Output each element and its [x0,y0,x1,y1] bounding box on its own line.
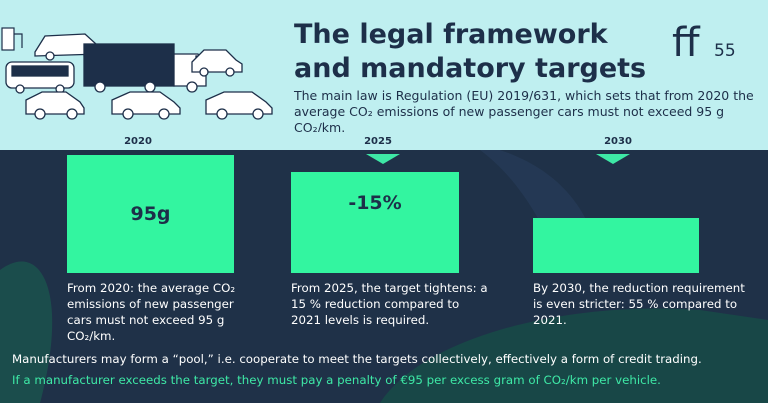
car-icon [25,91,85,120]
page-subtitle: The main law is Regulation (EU) 2019/631… [294,88,754,135]
year-label-2030: 2030 [604,136,632,147]
bar-2020: 95g [67,155,234,273]
car-icon [111,91,181,120]
ff55-logo: ff 55 [672,20,736,66]
bar-label-2025: -15% [348,191,402,214]
marker-2030-icon [596,154,630,164]
year-label-2025: 2025 [364,136,392,147]
svg-text:55: 55 [714,41,736,61]
car-icon [191,49,243,77]
year-label-2020: 2020 [124,136,152,147]
svg-text:ff: ff [672,20,701,66]
timeline-strip [0,132,768,150]
penalty-note: If a manufacturer exceeds the target, th… [12,373,661,387]
bus-icon [5,61,75,94]
page-title: The legal framework and mandatory target… [294,19,647,84]
pooling-note: Manufacturers may form a “pool,” i.e. co… [12,352,702,366]
truck-icon [83,43,207,93]
bar-label-2020: 95g [130,203,171,225]
description-2025: From 2025, the target tightens: a 15 % r… [291,281,488,327]
bar-2025: -15% [291,172,459,273]
charger-icon [1,27,23,51]
marker-2025-icon [366,154,400,164]
description-2030: By 2030, the reduction requirement is ev… [533,281,745,327]
car-icon [205,91,273,120]
vehicles-illustration [1,27,273,120]
description-2020: From 2020: the average CO₂ emissions of … [67,281,236,343]
bar-2030 [533,218,699,273]
